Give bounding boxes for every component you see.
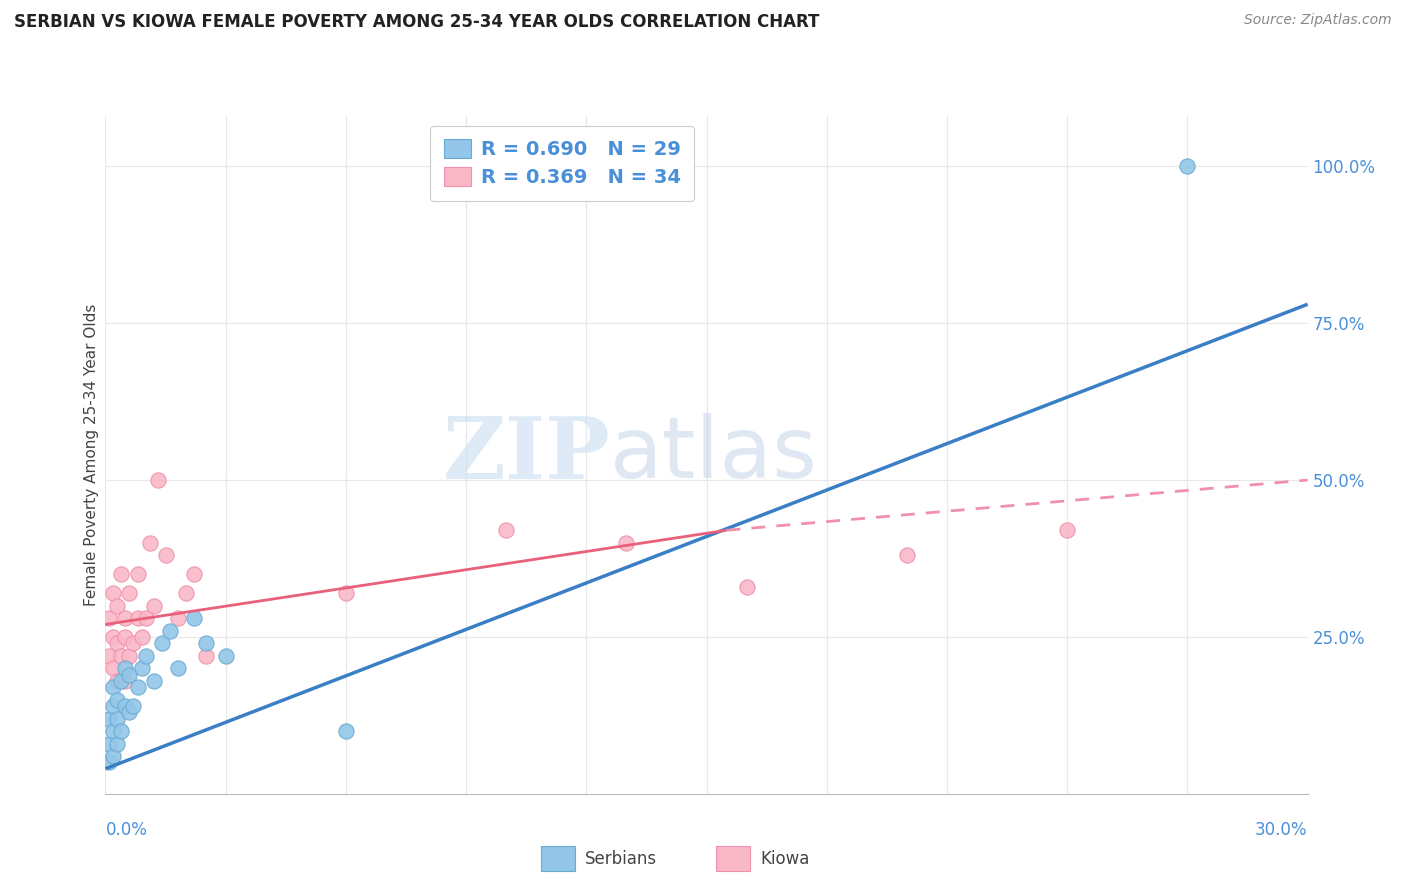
Point [98, 756, 121, 770]
Point [98, 712, 121, 726]
Point [146, 473, 169, 487]
Point [114, 698, 136, 713]
Point [155, 549, 177, 563]
Point [127, 567, 149, 582]
Point [118, 667, 141, 681]
Bar [541, 846, 575, 871]
Point [98, 737, 121, 751]
Text: Serbians: Serbians [585, 849, 657, 868]
Point [107, 712, 129, 726]
Point [183, 611, 205, 625]
Point [98, 648, 121, 663]
Point [1056, 523, 1078, 537]
Point [335, 586, 357, 600]
Text: SERBIAN VS KIOWA FEMALE POVERTY AMONG 25-34 YEAR OLDS CORRELATION CHART: SERBIAN VS KIOWA FEMALE POVERTY AMONG 25… [14, 13, 820, 31]
Point [110, 724, 132, 739]
Point [107, 599, 129, 613]
Point [495, 523, 517, 537]
Point [118, 648, 141, 663]
Y-axis label: Female Poverty Among 25-34 Year Olds: Female Poverty Among 25-34 Year Olds [84, 304, 98, 606]
Point [131, 661, 153, 675]
Point [110, 567, 132, 582]
Text: atlas: atlas [610, 413, 818, 497]
Point [150, 636, 173, 650]
Point [114, 673, 136, 688]
Point [142, 599, 165, 613]
Point [122, 636, 145, 650]
Point [135, 648, 157, 663]
Point [166, 611, 188, 625]
Point [103, 749, 125, 764]
Point [735, 580, 758, 594]
Point [159, 624, 181, 638]
Point [107, 673, 129, 688]
Point [166, 661, 188, 675]
Point [107, 737, 129, 751]
Point [118, 586, 141, 600]
Point [194, 636, 217, 650]
Point [107, 692, 129, 706]
Point [194, 648, 217, 663]
Point [127, 611, 149, 625]
Bar [717, 846, 751, 871]
Point [114, 611, 136, 625]
Text: Source: ZipAtlas.com: Source: ZipAtlas.com [1244, 13, 1392, 28]
Text: 30.0%: 30.0% [1256, 821, 1308, 839]
Point [103, 680, 125, 694]
Point [135, 611, 157, 625]
Point [110, 648, 132, 663]
Point [103, 630, 125, 644]
Point [335, 724, 357, 739]
Point [98, 611, 121, 625]
Point [122, 698, 145, 713]
Point [103, 698, 125, 713]
Legend: R = 0.690   N = 29, R = 0.369   N = 34: R = 0.690 N = 29, R = 0.369 N = 34 [430, 126, 695, 201]
Point [107, 636, 129, 650]
Point [103, 724, 125, 739]
Point [114, 630, 136, 644]
Text: ZIP: ZIP [443, 413, 610, 497]
Point [131, 630, 153, 644]
Point [103, 661, 125, 675]
Point [174, 586, 197, 600]
Text: 0.0%: 0.0% [105, 821, 148, 839]
Point [183, 567, 205, 582]
Point [138, 536, 160, 550]
Point [1177, 159, 1199, 173]
Point [114, 661, 136, 675]
Point [103, 586, 125, 600]
Point [118, 706, 141, 720]
Point [214, 648, 236, 663]
Point [142, 673, 165, 688]
Text: Kiowa: Kiowa [761, 849, 810, 868]
Point [616, 536, 638, 550]
Point [110, 673, 132, 688]
Point [896, 549, 918, 563]
Point [127, 680, 149, 694]
